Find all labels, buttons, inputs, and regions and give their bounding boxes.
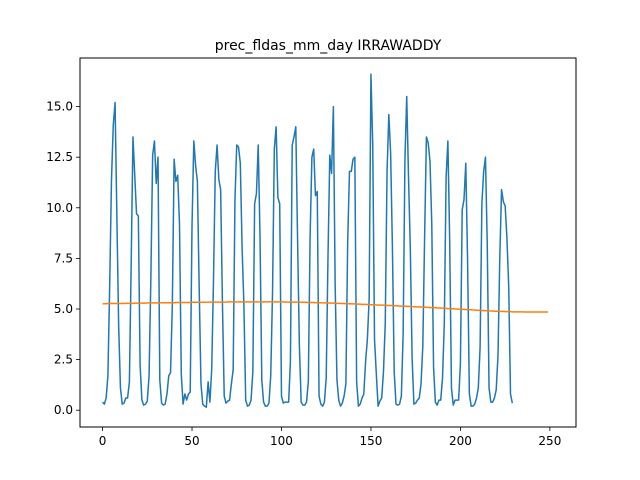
x-tick-label: 200 — [449, 434, 472, 448]
series-line-0 — [101, 73, 514, 408]
y-tick-label: 0.0 — [54, 403, 73, 417]
chart-title: prec_fldas_mm_day IRRAWADDY — [215, 38, 442, 54]
plot-frame — [79, 57, 577, 428]
y-tick-label: 10.0 — [46, 201, 73, 215]
y-tick-label: 12.5 — [46, 150, 73, 164]
x-tick-label: 150 — [359, 434, 382, 448]
x-tick-label: 100 — [270, 434, 293, 448]
y-tick-label: 15.0 — [46, 100, 73, 114]
x-tick-label: 50 — [184, 434, 199, 448]
y-tick-label: 5.0 — [54, 302, 73, 316]
y-axis-ticks: 0.0 2.5 5.0 7.5 10.0 12.5 15.0 — [46, 100, 80, 417]
x-tick-label: 250 — [538, 434, 561, 448]
y-tick-label: 2.5 — [54, 353, 73, 367]
x-axis-ticks: 0 50 100 150 200 250 — [99, 427, 561, 448]
series-layer — [101, 73, 549, 408]
y-tick-label: 7.5 — [54, 251, 73, 265]
x-tick-label: 0 — [99, 434, 107, 448]
series-line-1 — [102, 301, 549, 313]
